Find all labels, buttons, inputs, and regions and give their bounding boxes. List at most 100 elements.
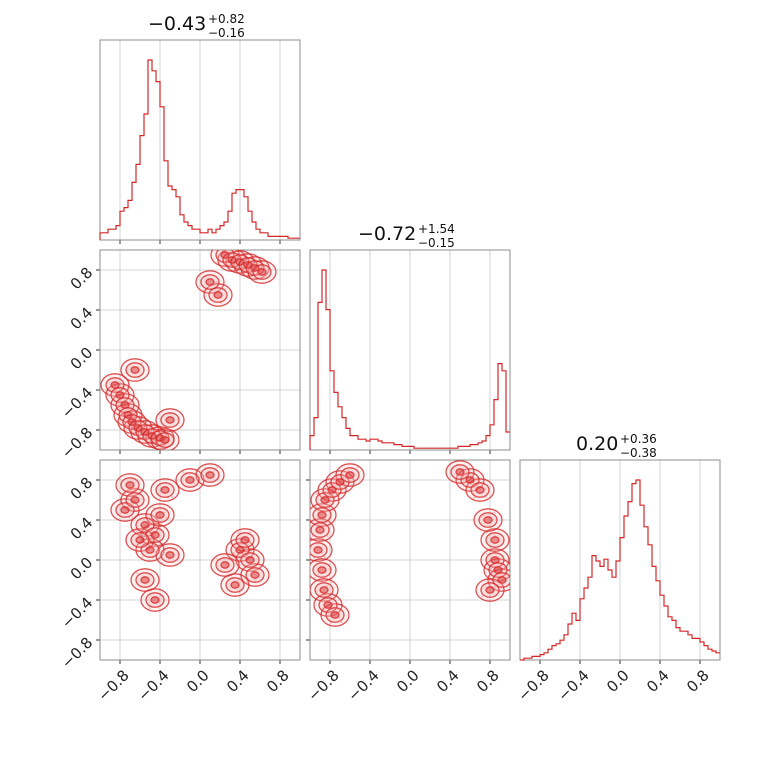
- x-tick-label: 0.0: [183, 666, 213, 696]
- scatter-point: [225, 563, 228, 566]
- histogram-bin: [358, 439, 362, 450]
- contour-level: [245, 567, 265, 583]
- panel-frame: [99, 249, 301, 451]
- contour-level: [160, 436, 170, 444]
- contour-level: [125, 528, 155, 552]
- histogram-param-1: [309, 249, 511, 454]
- contour-level: [240, 536, 250, 544]
- histogram-bin: [612, 577, 616, 660]
- contour-level: [310, 538, 333, 562]
- histogram-bin: [366, 441, 370, 450]
- x-tick-label: −0.8: [304, 666, 342, 704]
- scatter-point: [326, 535, 329, 538]
- contour-level: [155, 511, 165, 519]
- contour-level: [480, 528, 510, 552]
- contour-level: [327, 486, 337, 494]
- contour-level: [485, 532, 505, 548]
- contour-level: [497, 576, 507, 584]
- contour-level: [485, 586, 495, 594]
- title-param-2: 0.20 +0.36 −0.38: [576, 432, 657, 460]
- panel-frame: [99, 39, 301, 241]
- histogram-bin: [600, 566, 604, 660]
- contour-level: [473, 508, 503, 532]
- contour-level: [120, 488, 150, 512]
- contour-level: [313, 546, 323, 554]
- contour-level: [450, 464, 470, 480]
- contour-level: [243, 261, 253, 269]
- scatter-point: [486, 552, 489, 555]
- panel-frame: [309, 459, 511, 661]
- contour-level: [140, 588, 170, 612]
- y-tick-label: −0.8: [58, 424, 96, 462]
- contour-level: [317, 566, 327, 574]
- contour-level: [310, 522, 330, 538]
- density-panel-param1-param2: [306, 459, 511, 664]
- scatter-point: [193, 481, 196, 484]
- scatter-point: [171, 496, 174, 499]
- contour-level: [200, 274, 220, 290]
- density-panel-param0-param2: [96, 459, 301, 664]
- contour-level: [320, 496, 330, 504]
- contour-level: [160, 486, 170, 494]
- contour-level: [135, 536, 145, 544]
- title-param-2-value: 0.20: [576, 433, 618, 455]
- panel-frame: [99, 459, 301, 661]
- contour-level: [310, 578, 339, 602]
- histogram-param-2: [519, 459, 721, 664]
- scatter-point: [248, 531, 251, 534]
- scatter-point: [165, 516, 168, 519]
- y-tick-label: 0.0: [67, 344, 97, 374]
- contour-level: [205, 278, 215, 286]
- contour-level: [120, 506, 130, 514]
- histogram-bin: [608, 570, 612, 660]
- scatter-point: [226, 576, 229, 579]
- contour-level: [150, 531, 160, 539]
- contour-level: [165, 416, 175, 424]
- x-tick-label: 0.4: [433, 666, 463, 696]
- scatter-point: [168, 413, 171, 416]
- contour-level: [475, 578, 505, 602]
- y-tick-label: 0.8: [67, 474, 97, 504]
- contour-level: [480, 582, 500, 598]
- histogram-bin: [394, 445, 398, 450]
- scatter-point: [493, 534, 496, 537]
- contour-level: [483, 516, 493, 524]
- contour-level: [130, 496, 140, 504]
- contour-level: [250, 571, 260, 579]
- histogram-bin: [628, 502, 632, 660]
- x-tick-label: −0.4: [134, 666, 172, 704]
- contour-level: [180, 472, 200, 488]
- histogram-bin: [124, 208, 128, 240]
- histogram-bin: [506, 432, 510, 450]
- y-tick-label: −0.4: [58, 384, 96, 422]
- scatter-point: [473, 496, 476, 499]
- contour-level: [120, 477, 140, 493]
- x-tick-label: 0.4: [223, 666, 253, 696]
- histogram-bin: [576, 620, 580, 660]
- scatter-point: [317, 573, 320, 576]
- histogram-bin: [212, 233, 216, 240]
- contour-level: [140, 523, 170, 547]
- x-tick-label: 0.0: [603, 666, 633, 696]
- scatter-point: [149, 606, 152, 609]
- x-tick-label: 0.8: [683, 666, 713, 696]
- contour-level: [225, 577, 245, 593]
- scatter-point: [323, 556, 326, 559]
- title-param-1-lower: −0.15: [418, 236, 455, 250]
- contour-level: [465, 478, 495, 502]
- x-tick-label: −0.4: [554, 666, 592, 704]
- contour-level: [150, 478, 180, 502]
- scatter-point: [481, 594, 484, 597]
- title-param-2-lower: −0.38: [620, 446, 657, 460]
- contour-level: [110, 381, 120, 389]
- histogram-bin: [644, 527, 648, 660]
- contour-level: [130, 532, 150, 548]
- scatter-point: [311, 534, 314, 537]
- contour-level: [115, 473, 145, 497]
- scatter-point: [482, 514, 485, 517]
- density-contours: [100, 250, 277, 450]
- contour-level: [208, 287, 228, 303]
- y-tick-label: 0.0: [67, 554, 97, 584]
- contour-level: [150, 596, 160, 604]
- contour-level: [110, 387, 130, 403]
